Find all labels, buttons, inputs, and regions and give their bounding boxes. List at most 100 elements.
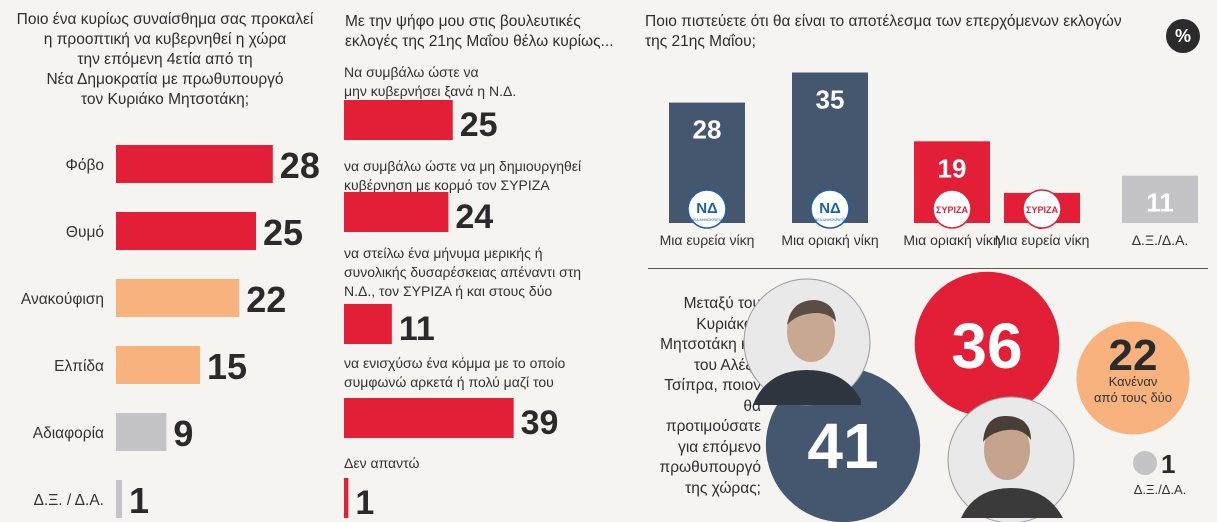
emotion-bar — [116, 279, 240, 317]
mitsotakis-value-label: 41 — [807, 410, 878, 482]
dk-bubble — [1132, 450, 1158, 476]
logo-subtext: ΝΕΑ ΔΗΜΟΚΡΑΤΙΑ — [814, 218, 846, 222]
question-line: πρωθυπουργό — [659, 459, 761, 476]
outcome-category-label: Μια οριακή νίκη — [903, 232, 1000, 248]
emotion-bar — [116, 212, 256, 250]
question-line: για επόμενο — [678, 438, 761, 456]
panel-vote-intent: Με την ψήφο μου στις βουλευτικές εκλογές… — [335, 0, 625, 522]
question-line: Μεταξύ του — [683, 295, 761, 312]
tsipras-bubble — [914, 271, 1060, 417]
logo-circle — [932, 189, 972, 229]
outcome-value-label: 35 — [816, 85, 845, 115]
question-line: της χώρας; — [685, 479, 761, 497]
emotion-value-label: 22 — [246, 279, 286, 320]
vote-intent-category-label: συμφωνώ αρκετά ή πολύ μαζί του — [344, 374, 554, 390]
logo-text: ΝΔ — [696, 200, 718, 217]
emotion-value-label: 28 — [280, 145, 320, 186]
emotion-category-label: Αδιαφορία — [33, 425, 104, 442]
mitsotakis-bubble — [765, 367, 921, 522]
portrait-shoulders — [961, 488, 1063, 518]
outcome-value-label: 11 — [1146, 188, 1174, 218]
vote-intent-value-label: 1 — [355, 484, 374, 522]
none-value-label: 22 — [1109, 331, 1158, 380]
question-line: Νέα Δημοκρατία με πρωθυπουργό — [46, 71, 284, 88]
emotion-value-label: 9 — [173, 413, 193, 454]
vote-intent-category-label: Ν.Δ., τον ΣΥΡΙΖΑ ή και στους δύο — [344, 283, 552, 299]
panel-election-outcome: Ποιο πιστεύετε ότι θα είναι το αποτέλεσμ… — [635, 0, 1217, 270]
question-line: Τσίπρα, ποιον — [664, 377, 761, 394]
vote-intent-bar — [344, 192, 449, 232]
vote-intent-value-label: 11 — [399, 310, 435, 348]
dk-value-label: 1 — [1161, 449, 1175, 479]
vote-intent-category-label: να συμβάλω ώστε να μη δημιουργηθεί — [344, 158, 581, 174]
mitsotakis-portrait — [743, 278, 871, 406]
dk-category-label: Δ.Ξ./Δ.Α. — [1134, 482, 1187, 497]
emotion-category-label: Θυμό — [66, 224, 104, 241]
vote-intent-bar — [344, 478, 349, 518]
portrait-hair — [787, 300, 836, 325]
logo-subtext: ΝΕΑ ΔΗΜΟΚΡΑΤΙΑ — [691, 218, 723, 222]
vote-intent-value-label: 25 — [460, 106, 498, 144]
none-category-label: Κανέναν — [1109, 374, 1158, 389]
section-divider — [648, 268, 1208, 269]
vote-intent-bar — [344, 100, 453, 140]
vote-intent-category-label: να στείλω ένα μήνυμα μερικής ή — [344, 245, 543, 261]
question-line: Ποιο πιστεύετε ότι θα είναι το αποτέλεσμ… — [645, 13, 1122, 30]
vote-intent-category-label: Δεν απαντώ — [344, 455, 419, 471]
outcome-category-label: Μια ευρεία νίκη — [995, 232, 1090, 248]
outcome-category-label: Δ.Ξ./Δ.Α. — [1132, 232, 1189, 248]
emotion-category-label: Δ.Ξ. / Δ.Α. — [34, 492, 104, 509]
vote-intent-bar — [344, 304, 392, 344]
syriza-logo-icon: ΣΥΡΙΖΑ — [1022, 189, 1062, 229]
vote-intent-value-label: 24 — [455, 198, 493, 236]
portrait-hair — [983, 415, 1031, 442]
question-line: Ποιο ένα κυρίως συναίσθημα σας προκαλεί — [16, 11, 314, 28]
logo-text: ΝΔ — [819, 200, 841, 217]
emotion-category-label: Φόβο — [65, 157, 104, 174]
tsipras-value-label: 36 — [951, 310, 1022, 382]
percent-badge: % — [1166, 19, 1200, 53]
emotion-bar — [116, 413, 167, 451]
vote-intent-category-label: να ενισχύσω ένα κόμμα με το οποίο — [344, 355, 566, 371]
emotion-value-label: 25 — [263, 212, 303, 253]
vote-intent-category-label: Να συμβάλω ώστε να — [344, 64, 479, 80]
portrait-face — [984, 420, 1030, 480]
question-line: προτιμούσατε — [665, 418, 761, 435]
emotions-bar-chart: Φόβο 28 Θυμό 25 Ανακούφιση 22 Ελπίδα 15 Αδιαφορί… — [21, 145, 320, 521]
logo-text: ΣΥΡΙΖΑ — [1026, 205, 1058, 215]
outcome-value-label: 19 — [938, 153, 967, 183]
outcome-category-label: Μια οριακή νίκη — [781, 232, 878, 248]
panel-emotions: Ποιο ένα κυρίως συναίσθημα σας προκαλεί … — [0, 0, 330, 522]
vote-intent-question: Με την ψήφο μου στις βουλευτικές εκλογές… — [345, 12, 625, 52]
none-category-label: από τους δύο — [1094, 390, 1172, 405]
question-line: εκλογές της 21ης Μαΐου θέλω κυρίως... — [345, 33, 614, 50]
question-line: Μητσοτάκη και — [660, 336, 761, 353]
outcome-category-label: Μια ευρεία νίκη — [660, 232, 755, 248]
question-line: Με την ψήφο μου στις βουλευτικές — [345, 13, 581, 30]
tsipras-portrait — [947, 396, 1075, 522]
logo-circle — [1022, 189, 1062, 229]
vote-intent-category-label: μην κυβερνήσει ξανά η Ν.Δ. — [344, 83, 516, 99]
vote-intent-value-label: 39 — [521, 404, 559, 442]
emotion-category-label: Ανακούφιση — [21, 291, 104, 308]
panel-pm-preference: Μεταξύ του Κυριάκου Μητσοτάκη και του Αλ… — [635, 270, 1217, 522]
emotion-bar — [116, 145, 273, 183]
emotion-category-label: Ελπίδα — [54, 358, 104, 375]
question-line: τον Κυριάκο Μητσοτάκη; — [80, 91, 250, 108]
none-bubble — [1076, 321, 1190, 435]
portrait-face — [787, 302, 835, 362]
pm-question: Μεταξύ του Κυριάκου Μητσοτάκη και του Αλ… — [635, 294, 761, 499]
question-line: της 21ης Μαΐου; — [645, 33, 756, 50]
outcome-value-label: 28 — [693, 115, 722, 145]
outcome-question: Ποιο πιστεύετε ότι θα είναι το αποτέλεσμ… — [645, 12, 1165, 52]
outcome-bar — [1122, 175, 1198, 223]
syriza-logo-icon: ΣΥΡΙΖΑ — [932, 189, 972, 229]
logo-text: ΣΥΡΙΖΑ — [936, 205, 968, 215]
logo-circle — [687, 189, 727, 229]
emotion-bar — [116, 346, 200, 384]
emotion-value-label: 15 — [207, 346, 247, 387]
